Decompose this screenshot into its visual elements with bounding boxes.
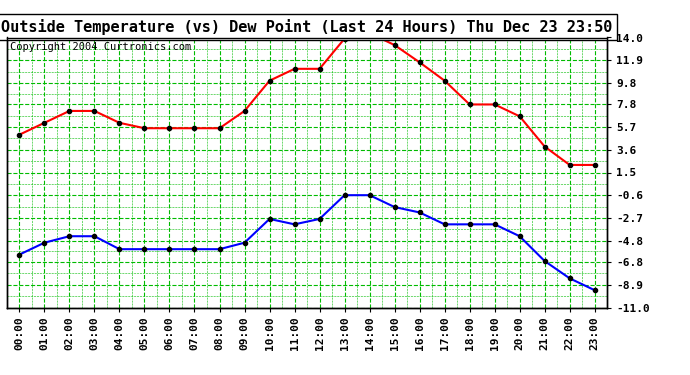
Title: Outside Temperature (vs) Dew Point (Last 24 Hours) Thu Dec 23 23:50: Outside Temperature (vs) Dew Point (Last…: [1, 19, 613, 35]
Text: Copyright 2004 Curtronics.com: Copyright 2004 Curtronics.com: [10, 42, 191, 51]
